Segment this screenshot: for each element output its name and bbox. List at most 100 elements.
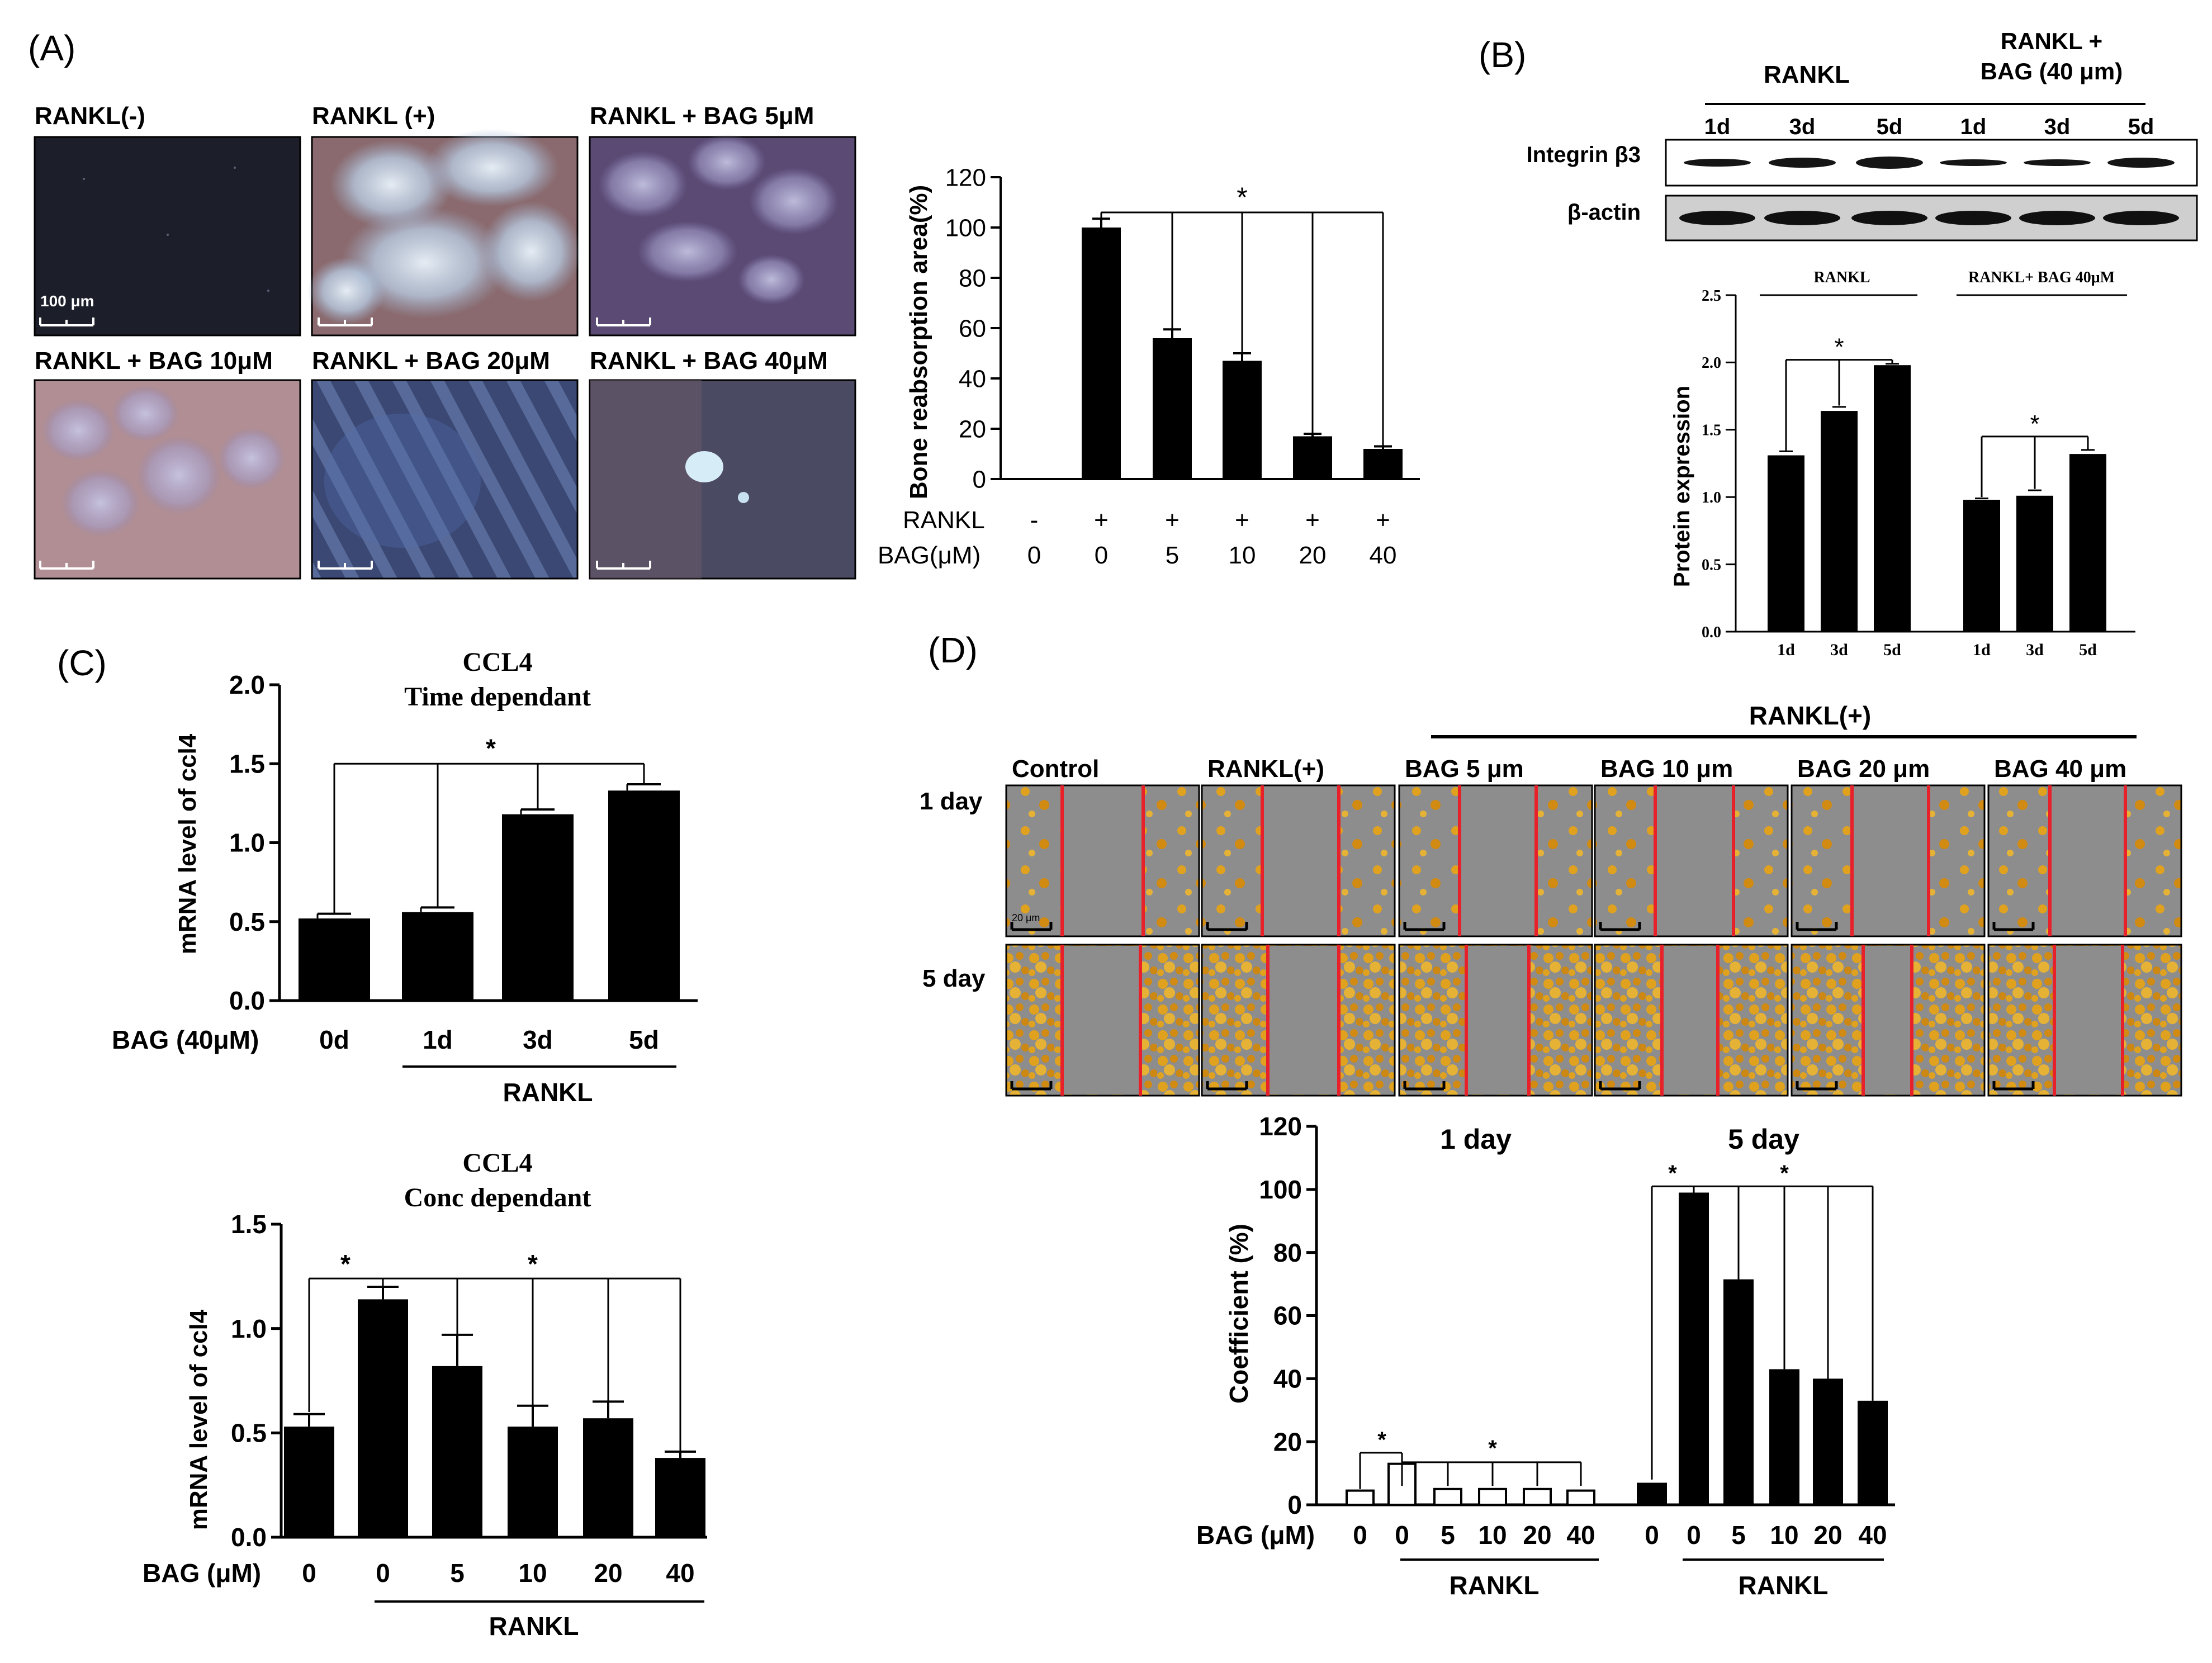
micrograph-bag-40: [589, 379, 856, 580]
integrin-band: [1940, 159, 2007, 166]
actin-band: [2103, 211, 2179, 225]
micrograph-rankl-neg: 100 μm: [34, 136, 301, 337]
actin-band: [1935, 211, 2011, 225]
ccl4-time-ylabel: mRNA level of ccl4: [174, 733, 201, 954]
integrin-chart-ylabel: Protein expression: [1670, 386, 1694, 587]
integrin-tick-label: 2.0: [1702, 354, 1721, 372]
coef-day5-category-label: 40: [1858, 1520, 1887, 1550]
integrin-bar: [1963, 500, 2000, 632]
ccl4-time-bar: [502, 814, 574, 1001]
coef-tick-label: 60: [1273, 1301, 1302, 1330]
blot-lane-label: 1d: [1960, 115, 1987, 139]
image-label-rankl-neg: RANKL(-): [35, 102, 145, 130]
ccl4-conc-bar: [508, 1427, 558, 1537]
bone-bar: [1223, 361, 1262, 479]
bone-chart-ylabel: Bone reabsorption area(%): [905, 185, 932, 499]
ccl4-conc-title-1: CCL4: [462, 1148, 532, 1178]
micrograph-bag-10: [34, 379, 301, 580]
ccl4-conc-bar: [284, 1427, 334, 1537]
scratch-scale-bar: [1403, 1081, 1446, 1091]
scratch-row-1day: 1 day: [920, 788, 983, 815]
ccl4-time-tick-label: 2.0: [229, 670, 265, 699]
coef-day5-category-label: 0: [1687, 1520, 1701, 1550]
scratch-gap: [1262, 787, 1339, 935]
bone-tick-label: 20: [959, 415, 986, 443]
ccl4-conc-category-label: 0: [302, 1558, 316, 1588]
scratch-gap: [1268, 946, 1339, 1095]
ccl4-time-bar: [299, 918, 370, 1001]
ccl4-time-category-label: 0d: [319, 1025, 349, 1054]
coef-day5-title: 5 day: [1728, 1124, 1799, 1155]
integrin-tick-label: 1.5: [1702, 422, 1721, 439]
integrin-band: [2107, 158, 2175, 168]
integrin-category-label: 5d: [1883, 641, 1901, 659]
scratch-scale-bar: [1599, 922, 1641, 931]
bone-category-label: 10: [1229, 542, 1256, 569]
bone-category-label: 40: [1370, 542, 1397, 569]
integrin-significance: *: [1834, 334, 1844, 361]
blot-row-actin: β-actin: [1567, 200, 1641, 225]
scratch-assay: RANKL(+) Control RANKL(+) BAG 5 μm BAG 10 μ…: [920, 701, 2182, 1097]
ccl4-time-bar: [608, 790, 680, 1001]
ccl4-conc-bar: [655, 1458, 705, 1537]
scale-bar-label: 100 μm: [40, 292, 94, 310]
micrograph-bag-5: [589, 134, 856, 337]
ccl4-conc-significance: *: [340, 1249, 350, 1278]
scratch-gap: [1466, 946, 1529, 1095]
bone-tick-label: 80: [959, 264, 986, 292]
micrograph-bag-20: [311, 379, 579, 580]
blot-lane-label: 5d: [1877, 115, 1903, 139]
ccl4-conc-category-label: 5: [450, 1558, 465, 1588]
ccl4-time-tick-label: 1.0: [229, 828, 265, 857]
coef-day5-category-label: 0: [1645, 1520, 1659, 1550]
bone-significance: *: [1237, 182, 1247, 213]
blot-lane-label: 1d: [1704, 115, 1731, 139]
integrin-category-label: 3d: [1830, 641, 1848, 659]
blot-lane-label: 5d: [2128, 115, 2154, 139]
coef-group-1: RANKL: [1450, 1571, 1540, 1600]
coef-significance: *: [1488, 1436, 1497, 1461]
coef-day1-category-label: 0: [1395, 1520, 1409, 1550]
coef-tick-label: 120: [1259, 1112, 1302, 1141]
integrin-category-label: 1d: [1973, 641, 1991, 659]
coef-day1-category-label: 0: [1353, 1520, 1367, 1550]
bone-category-label: 0: [1095, 542, 1108, 569]
bone-category-label: 0: [1027, 542, 1041, 569]
ccl4-time-tick-label: 0.5: [229, 907, 265, 936]
integrin-chart: Protein expression RANKL RANKL+ BAG 40μM…: [1670, 269, 2135, 659]
scratch-column-label: BAG 40 μm: [1994, 755, 2126, 783]
scratch-column-label: BAG 10 μm: [1600, 755, 1733, 783]
coef-day5-category-label: 10: [1770, 1520, 1798, 1550]
ccl4-conc-chart: CCL4 Conc dependant mRNA level of ccl4 B…: [143, 1148, 707, 1641]
image-label-bag-5: RANKL + BAG 5μM: [590, 102, 814, 130]
scratch-gap: [1655, 787, 1733, 935]
blot-lane-label: 3d: [1789, 115, 1816, 139]
ccl4-conc-category-label: 0: [376, 1558, 390, 1588]
ccl4-conc-xprefix: BAG (μM): [143, 1558, 261, 1588]
scratch-scale-bar: [1992, 1081, 2035, 1091]
coef-chart-ylabel: Coefficient (%): [1224, 1224, 1253, 1404]
scratch-scale-bar: [1796, 922, 1838, 931]
ccl4-conc-bar: [358, 1299, 408, 1537]
integrin-tick-label: 1.0: [1702, 489, 1721, 506]
bone-tick-label: 100: [945, 214, 986, 241]
coef-day1-category-label: 5: [1441, 1520, 1455, 1550]
scratch-scale-bar: [1992, 922, 2035, 931]
bone-bar: [1293, 436, 1332, 479]
bone-resorption-chart: Bone reabsorption area(%) RANKL BAG(μM) …: [878, 164, 1420, 569]
panel-a-label: (A): [28, 28, 75, 68]
micrograph-rankl-pos: [307, 129, 581, 337]
integrin-bar: [2069, 454, 2106, 632]
ccl4-time-tick-label: 1.5: [229, 749, 265, 778]
coef-day1-title: 1 day: [1440, 1124, 1512, 1155]
coef-tick-label: 80: [1273, 1238, 1302, 1267]
ccl4-conc-group: RANKL: [489, 1612, 579, 1641]
coef-day5-bar: [1679, 1192, 1709, 1505]
integrin-category-label: 5d: [2079, 641, 2097, 659]
integrin-band: [2024, 159, 2091, 166]
coef-tick-label: 100: [1259, 1175, 1302, 1204]
coef-day1-bar: [1433, 1487, 1462, 1506]
ccl4-time-bar: [402, 912, 473, 1001]
integrin-bar: [1768, 455, 1804, 632]
panel-b-label: (B): [1479, 35, 1526, 75]
